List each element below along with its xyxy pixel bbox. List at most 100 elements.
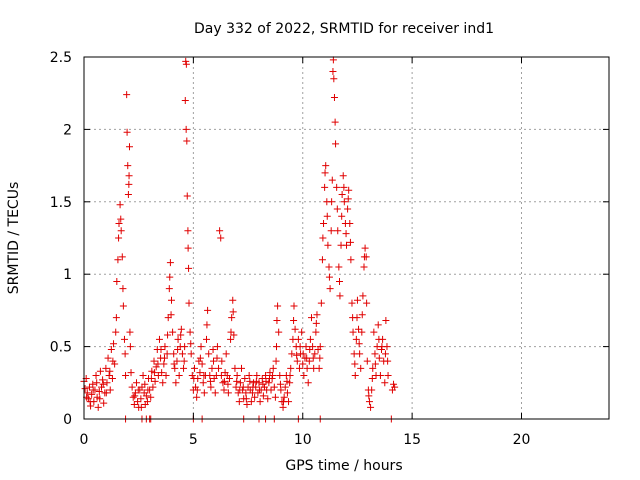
data-point [320, 220, 328, 228]
data-point [198, 360, 206, 368]
data-point [347, 256, 355, 264]
data-point [180, 364, 188, 372]
data-point [249, 383, 257, 391]
data-point [273, 343, 280, 351]
data-point [328, 198, 336, 206]
data-point [126, 328, 134, 336]
data-point [358, 328, 366, 336]
data-point [141, 380, 149, 388]
x-tick-label: 10 [294, 432, 312, 448]
data-point [211, 389, 219, 397]
data-point [125, 180, 133, 188]
data-point [165, 285, 173, 293]
data-point [334, 227, 342, 235]
data-point [230, 331, 238, 339]
data-point [344, 195, 352, 203]
data-point [172, 379, 180, 387]
data-point [286, 372, 294, 380]
data-point [255, 386, 263, 394]
data-point [167, 311, 175, 319]
data-point [340, 198, 348, 206]
data-point [227, 328, 235, 336]
data-point [376, 372, 384, 380]
data-point [245, 372, 253, 380]
data-point [109, 357, 117, 365]
data-point [220, 377, 228, 385]
data-point [137, 403, 145, 411]
grid-lines [84, 57, 609, 419]
data-point [149, 383, 157, 391]
data-point [183, 137, 191, 145]
data-point [378, 343, 386, 351]
data-point [204, 306, 212, 314]
data-point [321, 169, 329, 177]
data-point [199, 379, 207, 387]
data-point [85, 383, 93, 391]
data-point [302, 343, 310, 351]
data-point [367, 403, 375, 411]
data-point [150, 369, 158, 377]
data-point [342, 230, 350, 238]
data-point [95, 387, 103, 395]
data-point [353, 296, 361, 304]
data-point [329, 67, 337, 75]
data-point [298, 328, 306, 336]
data-point [359, 292, 367, 300]
data-point [243, 401, 251, 409]
data-point [306, 335, 314, 343]
data-point [312, 319, 320, 327]
data-point [193, 393, 201, 401]
data-point [340, 183, 348, 191]
data-point [184, 227, 192, 235]
data-point [175, 372, 183, 380]
data-point [190, 364, 198, 372]
data-point [293, 357, 301, 365]
data-point [363, 299, 371, 307]
data-point [251, 393, 259, 401]
data-point [275, 328, 283, 336]
data-point [232, 383, 240, 391]
data-point [106, 386, 114, 394]
data-point [316, 354, 324, 362]
data-point [131, 392, 139, 400]
data-point [311, 350, 319, 358]
data-point [160, 360, 168, 368]
data-point [210, 357, 217, 365]
y-tick-label: 2 [63, 122, 72, 138]
data-point [151, 377, 159, 385]
data-point [231, 364, 239, 372]
data-point [155, 335, 163, 343]
data-point [119, 302, 127, 310]
data-point [239, 383, 247, 391]
data-point [170, 350, 178, 358]
data-point [170, 360, 178, 368]
data-point [108, 374, 116, 382]
data-point [182, 125, 190, 133]
data-point [280, 398, 287, 406]
x-axis-label: GPS time / hours [285, 458, 402, 474]
data-point [331, 118, 339, 126]
data-points [80, 56, 399, 423]
plot-frame [83, 56, 610, 420]
data-point [115, 220, 123, 228]
data-point [333, 183, 341, 191]
data-point [112, 314, 120, 322]
data-point [313, 311, 321, 319]
data-point [105, 372, 113, 380]
data-point [174, 335, 182, 343]
data-point [384, 372, 392, 380]
data-point [125, 172, 133, 180]
data-point [111, 360, 119, 368]
data-point [338, 212, 346, 220]
data-point [290, 302, 298, 310]
data-point [89, 386, 97, 394]
data-point [126, 143, 133, 151]
data-point [178, 350, 186, 358]
data-point [300, 372, 308, 380]
data-point [139, 372, 147, 380]
y-tick-label: 1 [63, 267, 72, 283]
data-point [339, 172, 347, 180]
data-point [323, 212, 331, 220]
data-point [309, 354, 317, 362]
data-point [315, 364, 323, 372]
